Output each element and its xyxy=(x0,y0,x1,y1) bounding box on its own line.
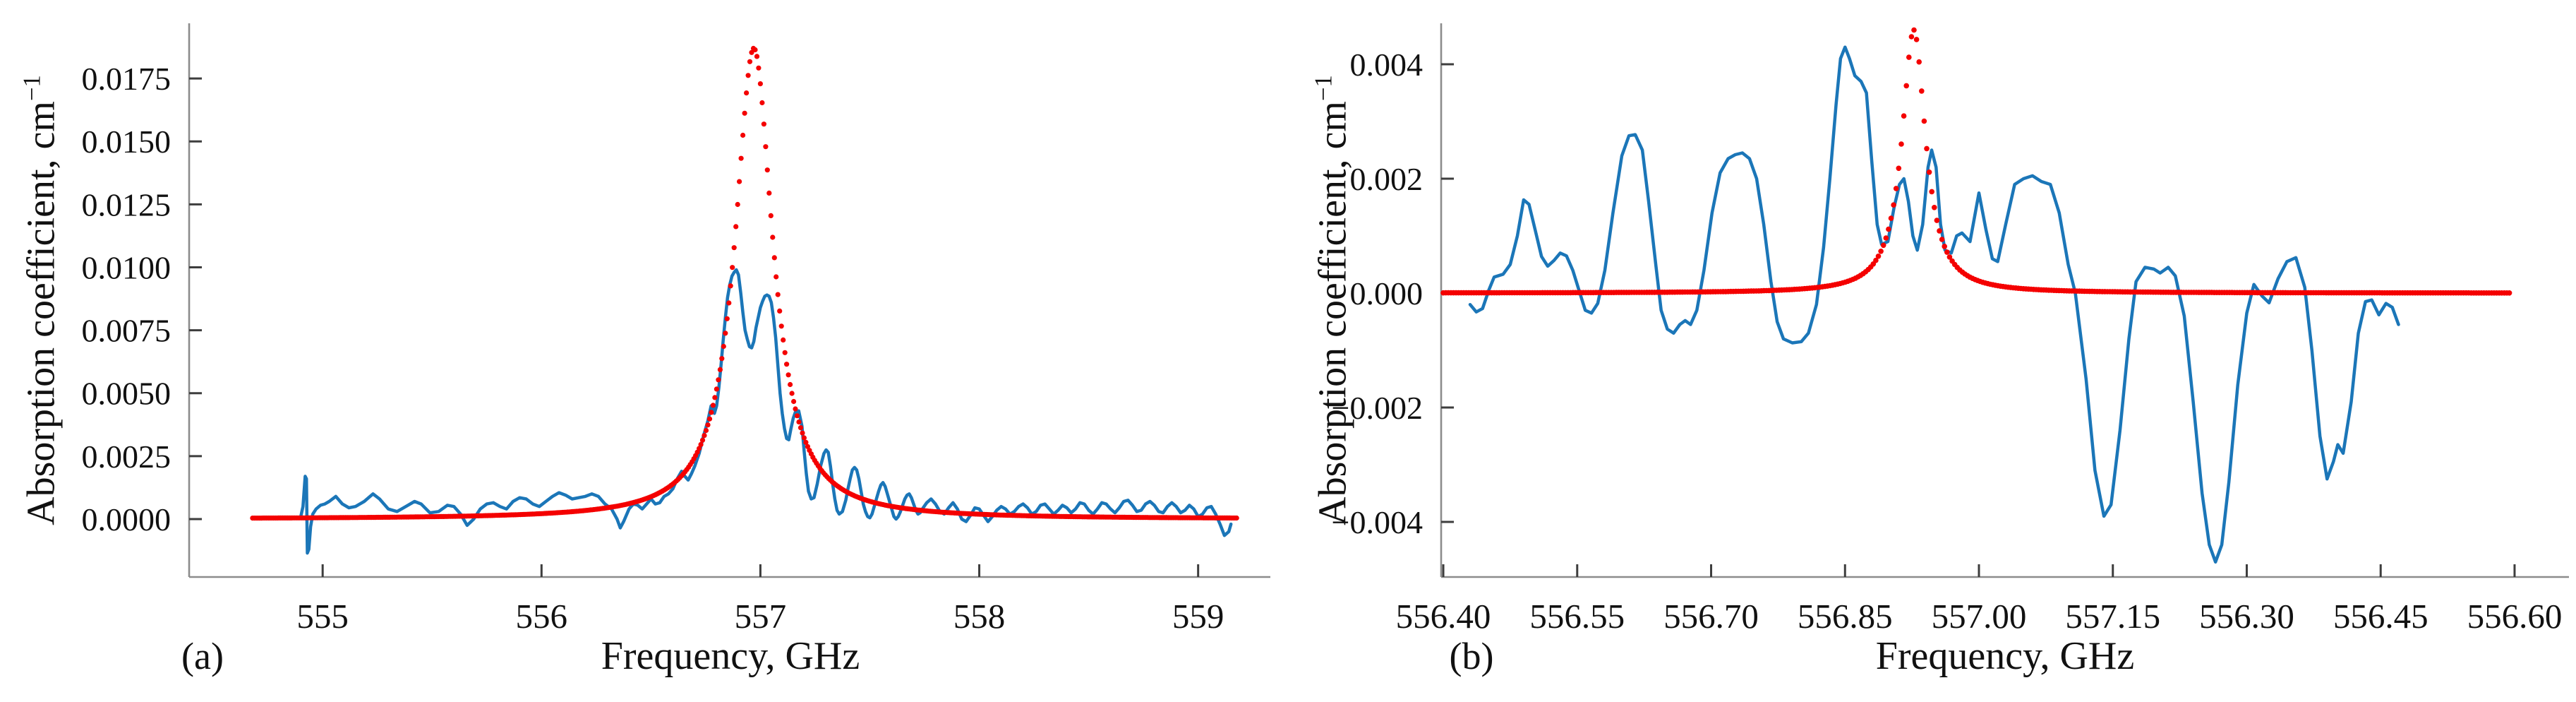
y-tick-label: 0.0150 xyxy=(82,124,171,160)
y-tick-label: 0.000 xyxy=(1350,275,1424,311)
y-tick-label: 0.0025 xyxy=(82,439,171,475)
y-tick-label: 0.004 xyxy=(1350,47,1424,83)
y-tick-label: 0.0175 xyxy=(82,61,171,97)
x-tick-label: 556.85 xyxy=(1798,597,1893,636)
x-tick-label: 556.30 xyxy=(2199,597,2294,636)
y-tick-label: −0.004 xyxy=(1332,504,1423,540)
x-tick-label: 556.55 xyxy=(1529,597,1625,636)
axes-spines xyxy=(1440,23,2569,578)
x-axis-label-panel-b: Frequency, GHz xyxy=(1875,634,2135,678)
x-tick-label: 559 xyxy=(1172,597,1224,636)
y-axis-label-panel-b: Absorption coefficient, cm−1 xyxy=(1310,75,1356,525)
panel-label-b: (b) xyxy=(1449,635,1494,677)
y-axis-label-exponent: −1 xyxy=(18,75,46,102)
y-tick-label: 0.002 xyxy=(1350,161,1424,197)
y-tick-label: 0.0075 xyxy=(82,313,171,349)
panel-a: 555 556 557 558 559 0.0000 0.0025 0.0050 0.0075 0… xyxy=(82,23,1270,636)
y-tick-label: 0.0050 xyxy=(82,376,171,412)
y-axis-label-panel-a: Absorption coefficient, cm−1 xyxy=(18,75,64,525)
panel-label-a: (a) xyxy=(181,635,224,677)
fit-curve-b xyxy=(1440,27,2512,296)
fit-curve-a xyxy=(250,45,1239,521)
x-tick-label: 556.70 xyxy=(1663,597,1759,636)
x-tick-label: 558 xyxy=(953,597,1006,636)
x-tick-label: 557.00 xyxy=(1932,597,2027,636)
y-tick-label: 0.0100 xyxy=(82,249,171,285)
y-axis-label-exponent: −1 xyxy=(1309,75,1337,102)
x-tick-label: 555 xyxy=(296,597,349,636)
measured-curve-a xyxy=(299,268,1233,555)
axis-tick-labels: 555 556 557 558 559 0.0000 0.0025 0.0050 0.0075 0… xyxy=(82,61,1224,636)
x-tick-label: 556.40 xyxy=(1396,597,1491,636)
axis-ticks xyxy=(1441,63,2516,577)
x-axis-label-panel-a: Frequency, GHz xyxy=(601,634,860,678)
x-tick-label: 556.60 xyxy=(2467,597,2563,636)
axes-spines xyxy=(188,23,1270,578)
axis-tick-labels: 556.40 556.55 556.70 556.85 557.00 557.15 556.… xyxy=(1332,47,2563,636)
panel-b: 556.40 556.55 556.70 556.85 557.00 557.15 556.… xyxy=(1332,23,2569,636)
measured-curve-b xyxy=(1468,45,2400,564)
x-tick-label: 556 xyxy=(516,597,568,636)
y-tick-label: 0.0000 xyxy=(82,501,171,537)
y-tick-label: −0.002 xyxy=(1332,390,1423,426)
axis-ticks xyxy=(189,77,1200,577)
y-axis-label-text: Absorption coefficient, cm xyxy=(19,101,64,525)
y-tick-label: 0.0125 xyxy=(82,186,171,222)
x-tick-label: 557.15 xyxy=(2065,597,2160,636)
x-tick-label: 556.45 xyxy=(2333,597,2428,636)
x-tick-label: 557 xyxy=(735,597,787,636)
y-axis-label-text: Absorption coefficient, cm xyxy=(1311,101,1355,525)
